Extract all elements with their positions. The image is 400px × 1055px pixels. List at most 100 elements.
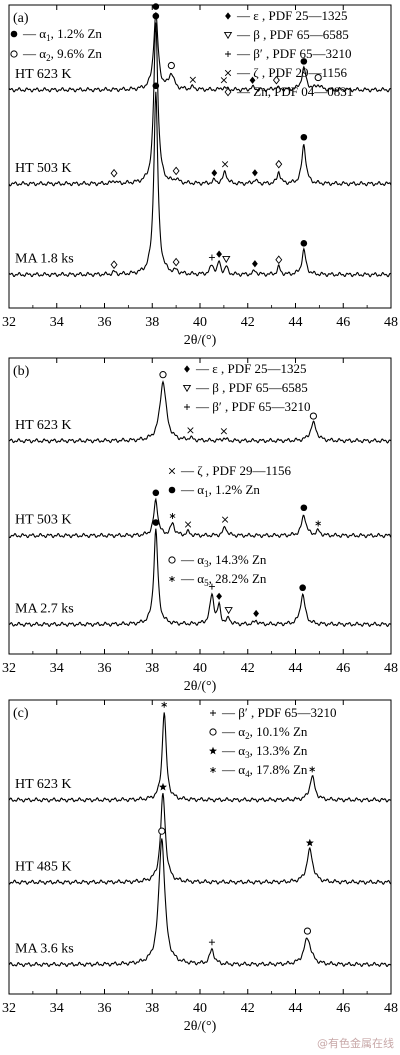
series-line [8,91,392,278]
peak-marker-open-circle [309,412,318,420]
x-tick-label: 42 [241,1001,255,1016]
legend-label: — β′ , PDF 65—3210 [236,46,352,61]
peak-marker-open-circle [303,927,312,935]
peak-marker-open-triangle-down [224,607,233,615]
legend-entry: — β′ , PDF 65—3210 [225,46,352,61]
peak-marker-filled-circle [300,58,308,65]
legend-label: — α3, 13.3% Zn [221,743,308,760]
panel-label: (a) [13,11,29,26]
legend-label: — β , PDF 65—6585 [195,380,308,395]
legend-entry: — Zn, PDF 04—0831 [224,84,353,99]
legend-entry: — β , PDF 65—6585 [223,27,349,42]
x-tick-label: 36 [98,661,112,676]
legend-entry: — β′ , PDF 65—3210 [184,399,311,414]
peak-marker-filled-circle [300,133,308,141]
series-line [8,712,392,803]
x-tick-label: 32 [2,315,16,330]
series-line [8,380,392,444]
peak-marker-asterisk [309,766,316,773]
legend-label: — α1, 1.2% Zn [22,26,102,43]
series-line [8,528,392,628]
legend-entry: — α3, 13.3% Zn [209,743,308,760]
peak-marker-filled-diamond [249,76,256,84]
legend-marker-open-triangle-down [182,384,192,393]
legend-marker-open-diamond [224,87,232,97]
peak-marker-star [305,838,314,847]
legend-marker-asterisk [169,576,175,582]
peak-marker-cross [184,521,192,528]
legend-label: — β′ , PDF 65—3210 [221,705,337,720]
series-label: MA 1.8 ks [15,252,74,267]
legend-marker-open-triangle-down [223,31,233,40]
peak-marker-open-diamond [110,260,118,269]
legend-label: — α3, 14.3% Zn [180,552,267,569]
x-tick-label: 36 [98,315,112,330]
peak-marker-filled-circle [300,504,308,512]
peak-marker-open-diamond [110,168,118,178]
series-line [8,22,392,187]
peak-marker-cross [220,77,227,84]
legend-entry: — ε , PDF 25—1325 [184,361,307,376]
series-label: HT 623 K [15,418,72,433]
legend-label: — ζ , PDF 29—1156 [180,463,291,478]
peak-marker-cross [221,516,229,523]
series-label: MA 3.6 ks [15,942,74,957]
legend-entry: — α5, 28.2% Zn [169,571,267,588]
peak-marker-filled-diamond [252,260,258,268]
series-line [8,12,392,93]
x-tick-label: 44 [289,1001,303,1016]
x-axis-title: 2θ/(°) [184,679,217,694]
chart-panel-1: 32 34 36 38 40 42 44 46 48 2θ/(°) (a) HT 623 K HT 50… [2,3,398,348]
x-tick-label: 44 [289,661,303,676]
legend-label: — ε , PDF 25—1325 [236,8,348,23]
legend-marker-cross [168,467,176,475]
legend-marker-open-circle [209,728,217,736]
series-label: HT 503 K [15,161,72,176]
legend-label: — α2, 10.1% Zn [221,724,308,741]
series-label: MA 2.7 ks [15,601,74,616]
x-tick-label: 48 [384,1001,398,1016]
legend-marker-plus [210,710,216,716]
legend-label: — α5, 28.2% Zn [180,571,267,588]
legend-entry: — α2, 10.1% Zn [209,724,308,741]
x-tick-label: 40 [193,661,207,676]
peak-marker-filled-diamond [252,169,258,177]
legend-label: — α4, 17.8% Zn [221,762,308,779]
peak-marker-filled-diamond [216,250,222,258]
x-axis-title: 2θ/(°) [184,1019,217,1034]
series-label: HT 623 K [15,67,72,82]
peak-marker-filled-diamond [253,609,259,618]
series-line [8,793,392,885]
legend-marker-plus [184,404,190,410]
x-tick-label: 34 [50,661,64,676]
legend-label: — Zn, PDF 04—0831 [236,84,353,99]
x-tick-label: 44 [289,315,303,330]
x-tick-label: 46 [336,1001,350,1016]
legend-marker-cross [224,69,232,77]
x-tick-label: 34 [50,315,64,330]
x-tick-label: 48 [384,315,398,330]
peak-marker-open-circle [167,61,175,70]
x-tick-label: 32 [2,661,16,676]
x-tick-label: 42 [241,661,255,676]
peak-marker-filled-circle [152,3,160,10]
peak-marker-open-diamond [275,255,283,265]
peak-marker-star [159,782,167,791]
series-line [8,838,392,968]
peak-marker-asterisk [169,512,176,519]
chart-panel-2: 32 34 36 38 40 42 44 46 48 2θ/(°) (b) HT 623 K HT 50… [2,357,398,694]
legend-marker-open-circle [168,556,176,564]
peak-marker-asterisk [315,520,322,527]
x-tick-label: 38 [145,661,159,676]
legend-marker-filled-diamond [184,365,190,373]
legend-label: — β′ , PDF 65—3210 [195,399,311,414]
peak-marker-open-triangle-down [222,255,231,264]
chart-panel-3: 32 34 36 38 40 42 44 46 48 2θ/(°) (c) HT 623 K HT 48… [2,699,398,1034]
legend-label: — ζ , PDF 29—1156 [236,65,347,80]
x-tick-label: 36 [98,1001,112,1016]
legend-entry: — α1, 1.2% Zn [168,482,260,499]
x-tick-label: 40 [193,1001,207,1016]
legend-marker-open-circle [10,50,18,58]
x-axis-title: 2θ/(°) [184,333,217,348]
